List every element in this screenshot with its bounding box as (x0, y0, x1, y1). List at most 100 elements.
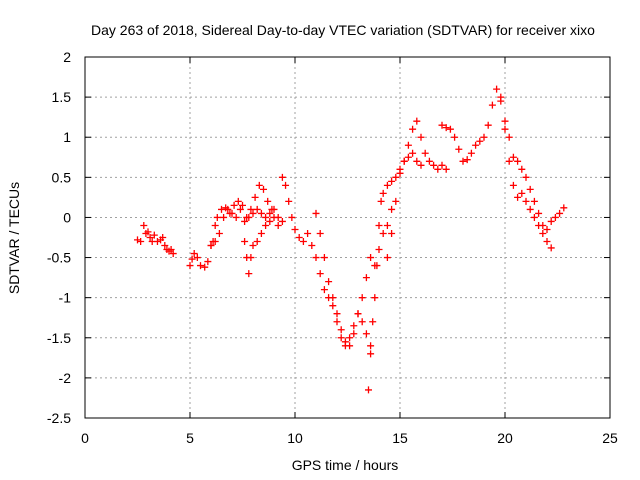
data-point (476, 137, 484, 145)
data-point (220, 213, 228, 221)
data-point (295, 234, 303, 241)
data-point (230, 201, 238, 209)
data-point (312, 254, 320, 262)
data-point (358, 318, 366, 326)
data-point (535, 221, 543, 229)
data-point (211, 238, 219, 246)
data-point (438, 161, 446, 169)
data-point (218, 205, 225, 213)
data-point (362, 274, 370, 282)
data-point (241, 238, 249, 246)
data-point (446, 125, 454, 133)
data-point (350, 330, 358, 338)
data-point (211, 221, 219, 229)
data-point (509, 181, 517, 189)
data-point (518, 165, 526, 173)
data-point (228, 209, 236, 217)
series-arc-9 (438, 85, 568, 233)
data-point (497, 97, 505, 105)
data-point (404, 141, 412, 149)
series-arc-7 (365, 149, 425, 394)
data-point (167, 246, 175, 254)
data-point (543, 238, 551, 246)
series-arc-8 (383, 117, 450, 262)
data-point (467, 149, 475, 157)
data-point (285, 197, 293, 205)
series-arc-1 (134, 221, 177, 258)
data-point (451, 133, 459, 141)
data-point (392, 173, 400, 181)
data-point (480, 133, 488, 141)
data-point (201, 263, 209, 271)
data-point (362, 330, 370, 338)
data-point (417, 161, 425, 169)
data-point (333, 310, 341, 318)
y-tick-label: 1.5 (52, 89, 72, 105)
data-point (484, 121, 492, 129)
data-point (278, 173, 286, 181)
data-point (329, 294, 337, 302)
data-point (320, 286, 328, 294)
data-point (186, 262, 194, 270)
data-point (304, 229, 312, 237)
data-point (159, 234, 167, 241)
data-point (367, 342, 375, 350)
data-point (505, 133, 513, 141)
series-arc-10 (497, 97, 555, 252)
data-point (379, 229, 387, 237)
y-tick-label: 1 (63, 129, 71, 145)
data-point (337, 326, 345, 334)
y-tick-label: -1 (59, 290, 72, 306)
data-point (463, 156, 471, 164)
data-point (264, 197, 272, 205)
data-point (262, 213, 270, 221)
data-point (239, 201, 246, 209)
data-point (522, 173, 530, 181)
data-point (215, 229, 223, 237)
data-point (247, 254, 255, 262)
data-point (377, 197, 385, 205)
data-point (526, 185, 534, 193)
data-point (251, 193, 259, 201)
data-point (442, 165, 450, 173)
data-point (150, 231, 158, 239)
data-point (438, 121, 446, 129)
data-point (204, 258, 212, 266)
data-point (144, 228, 152, 236)
data-point (404, 153, 412, 161)
data-point (365, 386, 372, 394)
x-tick-labels: 0 5 10 15 20 25 (81, 430, 618, 446)
grid (85, 57, 610, 418)
data-point (241, 217, 249, 225)
x-axis-label: GPS time / hours (292, 457, 399, 473)
data-point (530, 197, 538, 205)
data-point (547, 244, 555, 252)
data-point (379, 189, 387, 197)
data-point (367, 254, 375, 262)
series-arc-4 (241, 213, 282, 278)
y-tick-label: 0 (63, 209, 71, 225)
data-point (526, 205, 534, 213)
data-point (388, 177, 396, 185)
data-point (278, 217, 286, 225)
data-point (409, 125, 417, 133)
data-point (369, 318, 377, 326)
y-tick-labels: -2.5 -2 -1.5 -1 -0.5 0 0.5 1 1.5 2 (47, 49, 71, 426)
data-point (501, 117, 509, 125)
data-point (434, 165, 442, 173)
data-point (224, 205, 232, 213)
data-point (367, 350, 375, 358)
x-tick-label: 15 (392, 430, 408, 446)
data-point (333, 318, 341, 326)
data-point (522, 197, 530, 205)
data-point (169, 250, 177, 258)
data-point (266, 217, 274, 225)
data-point (288, 213, 296, 221)
y-axis-label: SDTVAR / TECUs (6, 182, 22, 294)
data-point (509, 153, 517, 161)
data-point (282, 181, 290, 189)
data-point (346, 334, 354, 342)
data-point (358, 294, 366, 302)
data-point (308, 242, 316, 250)
